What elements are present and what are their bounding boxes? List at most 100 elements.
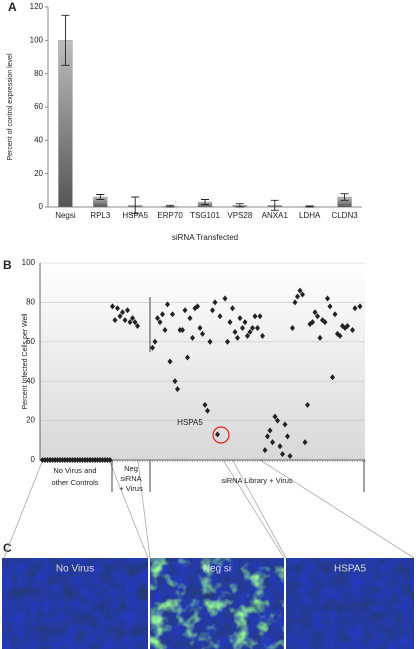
- x-tick-label: Negsi: [55, 211, 76, 220]
- point: [305, 401, 310, 408]
- point: [167, 358, 173, 365]
- point: [172, 378, 178, 385]
- y-axis-label: Percent Infected Cells per Well: [22, 313, 29, 409]
- group-label: siRNA: [120, 474, 141, 483]
- point: [182, 307, 188, 314]
- x-axis-label: siRNA Transfected: [172, 233, 238, 242]
- point: [265, 433, 270, 440]
- point: [135, 323, 140, 330]
- point: [262, 447, 268, 454]
- point: [187, 315, 193, 322]
- x-tick-label: VPS28: [227, 211, 252, 220]
- point: [315, 313, 320, 320]
- point: [217, 313, 223, 320]
- point: [280, 451, 285, 458]
- point: [207, 338, 213, 345]
- point: [212, 299, 218, 306]
- point: [300, 291, 305, 298]
- y-tick-label: 40: [26, 376, 35, 385]
- y-tick-label: 80: [34, 69, 43, 78]
- point: [302, 439, 308, 446]
- point: [120, 309, 125, 316]
- image-caption: Neg si: [203, 564, 231, 575]
- y-tick-label: 0: [39, 202, 44, 211]
- y-tick-label: 100: [30, 35, 44, 44]
- point: [330, 374, 335, 381]
- error-bar: [270, 199, 279, 211]
- point: [227, 319, 233, 326]
- point: [345, 323, 350, 330]
- error-bar: [340, 193, 349, 201]
- x-tick-label: RPL3: [90, 211, 111, 220]
- point: [240, 325, 245, 332]
- y-tick-label: 20: [26, 416, 35, 425]
- point: [197, 325, 203, 332]
- point: [337, 332, 343, 339]
- point: [350, 326, 355, 333]
- y-tick-label: 20: [34, 169, 43, 178]
- image-texture: [2, 558, 148, 649]
- x-tick-label: LDHA: [299, 211, 321, 220]
- error-bar: [235, 203, 244, 208]
- point: [107, 457, 113, 463]
- point: [327, 303, 333, 310]
- y-tick-label: 60: [34, 102, 43, 111]
- group-label: No Virus and: [53, 466, 96, 475]
- image-caption: No Virus: [56, 564, 94, 575]
- error-bar: [96, 194, 105, 200]
- point: [200, 330, 205, 337]
- y-tick-label: 60: [26, 337, 35, 346]
- y-tick-label: 40: [34, 135, 43, 144]
- point: [225, 338, 230, 345]
- group-label: + Virus: [119, 484, 143, 493]
- point: [322, 319, 328, 326]
- point: [170, 311, 175, 318]
- point: [110, 303, 115, 310]
- connector: [3, 461, 43, 559]
- x-tick-label: TSG101: [190, 211, 220, 220]
- point: [127, 319, 133, 326]
- point: [282, 421, 288, 428]
- y-tick-label: 100: [22, 258, 36, 267]
- point: [130, 315, 135, 322]
- point: [155, 315, 160, 322]
- point: [132, 319, 138, 326]
- point: [285, 433, 290, 440]
- point: [237, 315, 243, 322]
- point: [312, 309, 318, 316]
- image-caption: HSPA5: [334, 564, 366, 575]
- point: [245, 332, 250, 339]
- image-texture: [150, 558, 284, 649]
- point: [332, 311, 338, 318]
- point: [325, 295, 330, 302]
- x-tick-label: HSPA5: [122, 211, 148, 220]
- y-tick-label: 0: [31, 455, 36, 464]
- group-label: other Controls: [51, 478, 98, 487]
- y-axis-label: Percent of control expression level: [7, 53, 14, 160]
- group-label: siRNA Library + Virus: [221, 476, 293, 485]
- point: [292, 299, 298, 306]
- point: [235, 334, 240, 341]
- panel-label: B: [3, 258, 12, 272]
- point: [317, 334, 323, 341]
- point: [205, 407, 210, 414]
- error-bar: [201, 199, 209, 205]
- point: [352, 305, 358, 312]
- point: [157, 319, 163, 326]
- point: [267, 427, 273, 434]
- point: [357, 303, 363, 310]
- point: [112, 317, 118, 324]
- point: [310, 319, 315, 326]
- point: [260, 332, 265, 339]
- point: [195, 303, 200, 310]
- panel-label: A: [8, 0, 17, 14]
- point: [162, 326, 168, 333]
- point: [255, 325, 260, 332]
- point: [247, 328, 253, 335]
- point: [125, 307, 130, 314]
- y-tick-label: 120: [30, 2, 44, 11]
- plot-background: [40, 263, 365, 460]
- x-tick-label: CLDN3: [331, 211, 358, 220]
- point: [257, 313, 263, 320]
